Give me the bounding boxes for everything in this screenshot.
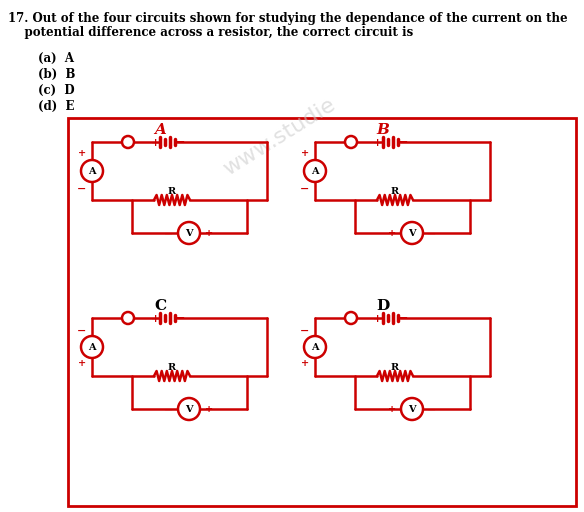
Text: −: − [164,403,173,415]
Text: −: − [300,182,310,194]
Circle shape [122,136,134,148]
Text: −: − [398,311,408,325]
Text: A: A [154,123,166,137]
Text: +: + [388,228,396,238]
Text: C: C [154,299,166,313]
Text: (b)  B: (b) B [38,68,75,81]
Text: 17. Out of the four circuits shown for studying the dependance of the current on: 17. Out of the four circuits shown for s… [8,12,568,25]
Text: −: − [427,403,437,415]
Text: +: + [373,137,383,147]
Text: www.studie: www.studie [220,94,339,179]
Text: (c)  D: (c) D [38,84,75,97]
Text: (a)  A: (a) A [38,52,74,65]
Text: B: B [377,123,390,137]
Text: −: − [77,182,86,194]
Text: potential difference across a resistor, the correct circuit is: potential difference across a resistor, … [8,26,413,39]
Text: V: V [408,404,416,414]
Text: +: + [301,150,309,159]
Circle shape [345,312,357,324]
Text: +: + [150,312,159,324]
Text: −: − [164,227,173,239]
Circle shape [81,160,103,182]
Text: −: − [300,325,310,335]
Text: +: + [205,404,213,414]
Circle shape [178,398,200,420]
Text: +: + [388,404,396,414]
Circle shape [81,336,103,358]
Text: +: + [78,150,86,159]
Text: V: V [185,228,193,238]
Circle shape [178,222,200,244]
Text: A: A [88,343,96,352]
Text: +: + [78,359,86,369]
Text: −: − [77,325,86,335]
Text: A: A [88,166,96,176]
Circle shape [401,222,423,244]
Text: V: V [408,228,416,238]
Circle shape [345,136,357,148]
Text: +: + [373,312,383,324]
Circle shape [304,160,326,182]
Text: +: + [205,228,213,238]
Text: −: − [398,136,408,148]
Bar [68,118,576,506]
Text: D: D [376,299,390,313]
Text: A: A [311,166,319,176]
Text: V: V [185,404,193,414]
Text: +: + [150,137,159,147]
Circle shape [122,312,134,324]
Circle shape [304,336,326,358]
Circle shape [401,398,423,420]
Text: A: A [311,343,319,352]
Text: −: − [427,227,437,239]
Text: +: + [301,359,309,369]
Text: −: − [175,136,185,148]
Text: R: R [391,364,399,373]
Text: R: R [391,187,399,197]
Text: −: − [175,311,185,325]
Text: (d)  E: (d) E [38,100,75,113]
Text: R: R [168,187,176,197]
Text: R: R [168,364,176,373]
